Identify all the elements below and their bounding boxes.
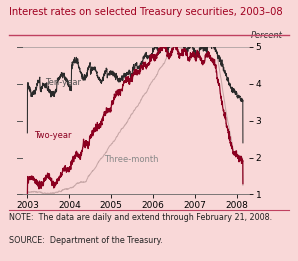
Text: Three-month: Three-month [104,155,158,164]
Text: Two-year: Two-year [34,131,71,140]
Text: SOURCE:  Department of the Treasury.: SOURCE: Department of the Treasury. [9,236,163,245]
Text: Interest rates on selected Treasury securities, 2003–08: Interest rates on selected Treasury secu… [9,7,283,16]
Text: NOTE:  The data are daily and extend through February 21, 2008.: NOTE: The data are daily and extend thro… [9,213,272,222]
Text: Ten-year: Ten-year [45,78,81,87]
Text: Percent: Percent [251,31,283,40]
